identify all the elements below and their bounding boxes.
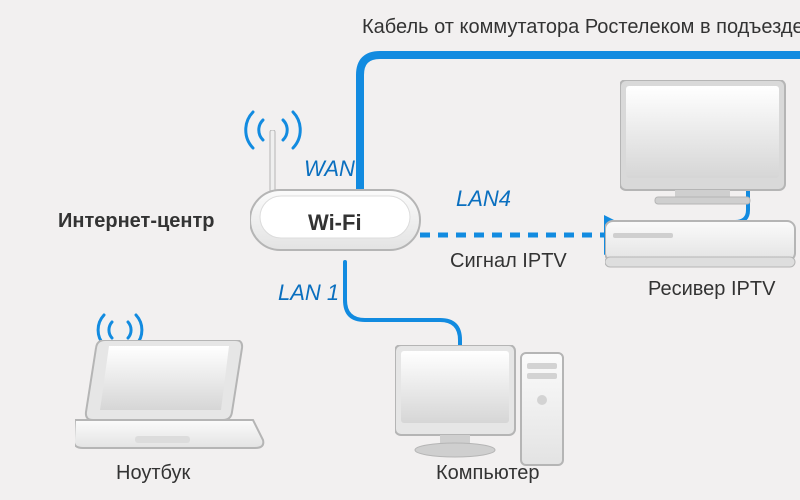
label-lan4: LAN4 [456,186,511,212]
label-wan: WAN [304,156,355,182]
label-iptv-receiver: Ресивер IPTV [648,278,775,301]
label-computer: Компьютер [436,462,540,485]
router-device [250,130,430,270]
label-internet-center: Интернет-центр [58,210,215,233]
edge-router-computer [345,262,460,358]
tv-device [620,80,800,220]
label-wifi: Wi-Fi [308,210,362,236]
label-laptop: Ноутбук [116,462,190,485]
receiver-device [605,213,800,273]
label-wan-cable: Кабель от коммутатора Ростелеком в подъе… [362,16,800,39]
laptop-device [75,340,265,460]
label-iptv-signal: Сигнал IPTV [450,250,567,273]
network-diagram: Кабель от коммутатора Ростелеком в подъе… [0,0,800,500]
label-lan1: LAN 1 [278,280,339,306]
